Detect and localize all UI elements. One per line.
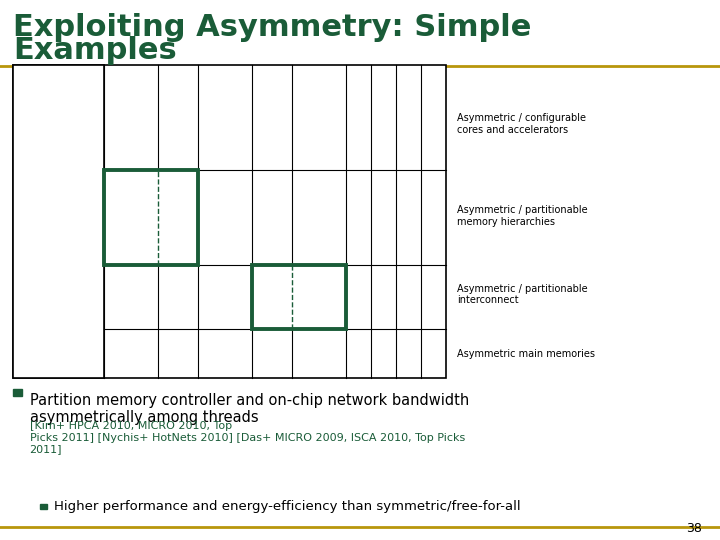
Text: Higher performance and energy-efficiency than symmetric/free-for-all: Higher performance and energy-efficiency… — [54, 500, 521, 513]
Bar — [40, 504, 47, 509]
Text: Asymmetric / partitionable
interconnect: Asymmetric / partitionable interconnect — [457, 284, 588, 305]
Bar — [13, 65, 446, 378]
Text: [Kim+ HPCA 2010, MICRO 2010, Top
Picks 2011] [Nychis+ HotNets 2010] [Das+ MICRO : [Kim+ HPCA 2010, MICRO 2010, Top Picks 2… — [30, 421, 465, 454]
Text: Asymmetric / configurable
cores and accelerators: Asymmetric / configurable cores and acce… — [457, 113, 586, 135]
Text: Power/performance
optimized for
each access pattern: Power/performance optimized for each acc… — [13, 206, 90, 237]
Bar — [13, 65, 104, 378]
Text: Asymmetric main memories: Asymmetric main memories — [457, 349, 595, 359]
Text: Examples: Examples — [13, 36, 176, 65]
Text: High-power
High perf.: High-power High perf. — [13, 120, 57, 139]
Text: 38: 38 — [686, 522, 702, 535]
Text: Different technologies
Power characteristics: Different technologies Power characteris… — [13, 336, 98, 355]
Text: Exploiting Asymmetry: Simple: Exploiting Asymmetry: Simple — [13, 14, 531, 43]
Bar — [13, 389, 22, 396]
Text: Partition memory controller and on-chip network bandwidth
asymmetrically among t: Partition memory controller and on-chip … — [30, 393, 469, 425]
Text: Asymmetric / partitionable
memory hierarchies: Asymmetric / partitionable memory hierar… — [457, 205, 588, 227]
Bar — [104, 170, 198, 265]
Bar — [252, 265, 346, 329]
